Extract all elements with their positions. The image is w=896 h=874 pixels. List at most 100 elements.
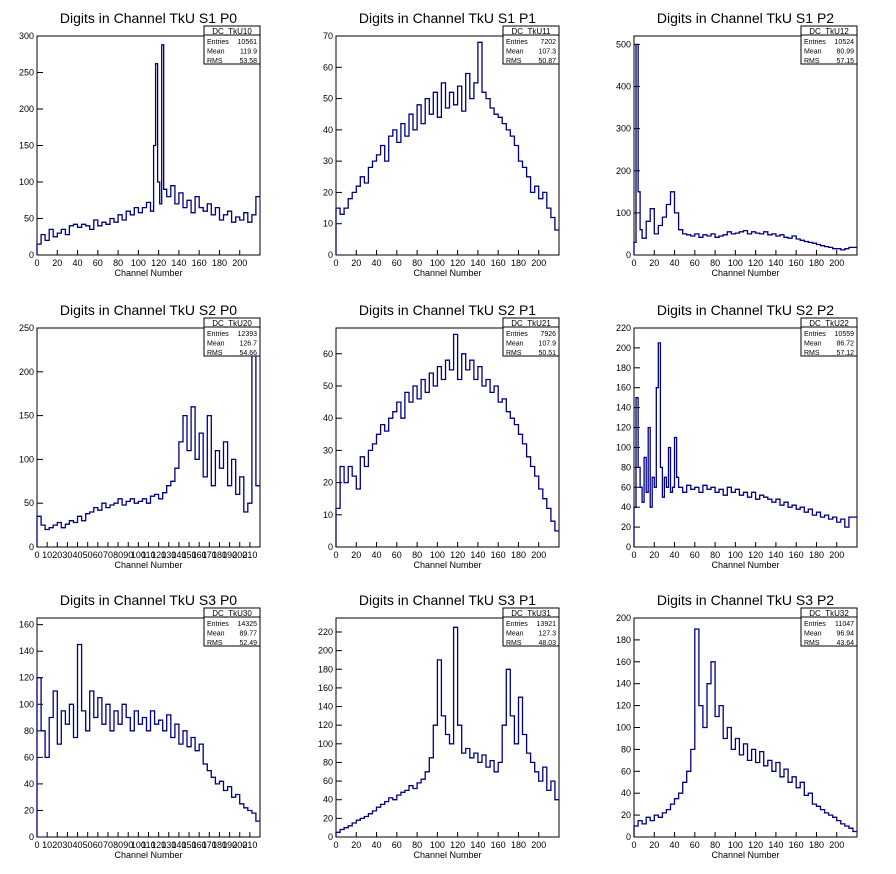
stats-name: DC_TkU22 [809,319,849,328]
y-tick-label: 20 [323,813,333,823]
x-tick-label: 0 [34,258,39,268]
y-tick-label: 120 [318,720,333,730]
x-tick-label: 30 [62,840,72,850]
y-tick-label: 160 [19,620,34,630]
y-tick-label: 0 [29,250,34,260]
x-tick-label: 100 [728,258,743,268]
x-tick-label: 160 [491,840,506,850]
chart-title: Digits in Channel TkU S1 P0 [60,10,237,26]
x-tick-label: 120 [748,840,763,850]
stats-mean-value: 89.77 [239,631,257,638]
stats-rms-label: RMS [804,350,820,357]
y-tick-label: 120 [616,423,631,433]
y-tick-label: 250 [19,323,34,333]
x-axis-label: Channel Number [413,268,481,278]
y-tick-label: 10 [323,510,333,520]
x-tick-label: 80 [710,550,720,560]
x-tick-label: 20 [351,550,361,560]
y-tick-label: 100 [616,442,631,452]
y-tick-label: 180 [616,363,631,373]
stats-name: DC_TkU32 [809,609,849,618]
x-tick-label: 160 [789,840,804,850]
stats-box-frame [800,25,858,65]
x-axis-label: Channel Number [711,268,779,278]
y-tick-label: 200 [19,104,34,114]
y-tick-label: 60 [621,482,631,492]
x-tick-label: 140 [768,550,783,560]
x-tick-label: 90 [123,840,133,850]
stats-entries-label: Entries [506,621,528,628]
stats-box-frame [203,607,261,647]
x-tick-label: 120 [748,258,763,268]
x-tick-label: 40 [670,550,680,560]
y-tick-label: 50 [323,94,333,104]
stats-rms-label: RMS [506,640,522,647]
x-tick-label: 0 [333,840,338,850]
stats-entries-label: Entries [804,39,826,46]
x-tick-label: 120 [450,840,465,850]
x-tick-label: 180 [809,258,824,268]
histogram-series-1 [633,43,857,255]
stats-rms-value: 48.03 [538,640,556,647]
y-tick-label: 200 [19,367,34,377]
x-tick-label: 0 [333,550,338,560]
x-tick-label: 190 [222,550,237,560]
stats-box-frame [800,317,858,357]
chart-title: Digits in Channel TkU S2 P1 [359,302,536,318]
x-tick-label: 200 [531,550,546,560]
x-tick-label: 120 [151,550,166,560]
y-tick-label: 100 [616,723,631,733]
y-tick-label: 160 [616,383,631,393]
x-tick-label: 40 [372,550,382,560]
histogram-panel-8: Digits in Channel TkU S3 P1 0 20 40 60 80 100 1… [318,592,560,860]
x-tick-label: 200 [232,550,247,560]
x-tick-label: 120 [450,550,465,560]
x-tick-label: 80 [113,550,123,560]
x-tick-label: 140 [171,840,186,850]
x-tick-label: 60 [690,258,700,268]
stats-entries-label: Entries [804,621,826,628]
stats-name: DC_TkU20 [212,319,252,328]
x-tick-label: 160 [192,840,207,850]
y-tick-label: 20 [323,187,333,197]
x-tick-label: 10 [42,550,52,560]
y-tick-label: 60 [621,766,631,776]
stats-entries-label: Entries [506,39,528,46]
histogram-panel-6: Digits in Channel TkU S2 P2 0 20 40 60 80 100 1… [616,302,858,570]
chart-title: Digits in Channel TkU S3 P1 [359,592,536,608]
y-tick-label: 0 [626,250,631,260]
stats-box: DC_TkU11 Entries 7202 Mean 107.3 RMS 50.87 [502,25,560,65]
x-tick-label: 0 [631,258,636,268]
x-tick-label: 100 [728,840,743,850]
stats-entries-value: 10561 [238,39,258,46]
x-tick-label: 200 [531,258,546,268]
x-tick-label: 110 [141,840,155,850]
x-tick-label: 40 [372,258,382,268]
y-tick-label: 220 [318,627,333,637]
y-tick-label: 0 [328,250,333,260]
x-tick-label: 160 [491,550,506,560]
stats-mean-label: Mean [804,49,822,56]
y-tick-label: 100 [19,699,34,709]
y-tick-label: 0 [328,542,333,552]
x-tick-label: 60 [690,840,700,850]
y-tick-label: 500 [616,39,631,49]
y-tick-label: 100 [318,739,333,749]
stats-mean-value: 126.7 [239,341,257,348]
x-tick-label: 140 [768,258,783,268]
stats-mean-label: Mean [207,631,225,638]
y-tick-label: 20 [621,522,631,532]
x-tick-label: 90 [123,550,133,560]
x-tick-label: 180 [511,258,526,268]
stats-name: DC_TkU12 [809,27,849,36]
stats-rms-label: RMS [804,58,820,65]
y-tick-label: 140 [318,702,333,712]
plot-frame [633,35,858,256]
x-tick-label: 140 [768,840,783,850]
stats-rms-value: 50.51 [538,350,556,357]
x-tick-label: 130 [161,840,176,850]
stats-rms-value: 43.64 [836,640,854,647]
stats-box: DC_TkU10 Entries 10561 Mean 119.9 RMS 53.58 [203,25,261,65]
histogram-series-1 [36,327,260,547]
